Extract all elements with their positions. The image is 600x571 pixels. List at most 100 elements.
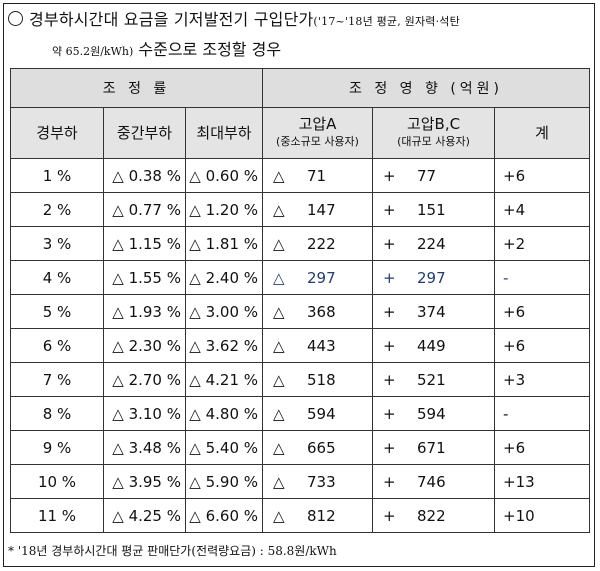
decrease-sign: △ xyxy=(273,302,285,321)
cell-light-load: 7 % xyxy=(10,362,104,397)
hvbc-amount: 594 xyxy=(417,404,446,423)
increase-sign: + xyxy=(383,302,396,321)
cell-light-load: 6 % xyxy=(10,328,104,363)
decrease-sign: △ xyxy=(273,166,285,185)
group-header-rate: 조 정 률 xyxy=(9,68,264,108)
increase-sign: + xyxy=(383,370,396,389)
col-header-hvbc-label: 고압B,C xyxy=(406,115,461,133)
total-value: +6 xyxy=(503,166,526,185)
mid-load-value: △ 1.55 % xyxy=(112,268,181,287)
cell-high-voltage-bc: +822 xyxy=(372,498,496,533)
cell-peak-load: △ 4.21 % xyxy=(184,362,264,397)
cell-high-voltage-a: △ 443 xyxy=(262,328,374,363)
peak-load-value: △ 3.00 % xyxy=(189,302,259,321)
col-header-total: 계 xyxy=(494,107,591,159)
table-column-header-row: 경부하 중간부하 최대부하 고압A (중소규모 사용자) 고압B,C (대규모 … xyxy=(10,107,591,159)
mid-load-value: △ 0.77 % xyxy=(112,200,181,219)
hvbc-amount: 374 xyxy=(417,302,446,321)
increase-sign: + xyxy=(383,404,396,423)
hva-amount: 812 xyxy=(307,506,336,525)
light-load-value: 11 % xyxy=(37,506,77,525)
hva-amount: 147 xyxy=(307,200,336,219)
cell-mid-load: △ 2.30 % xyxy=(103,328,186,363)
decrease-sign: △ xyxy=(273,506,285,525)
mid-load-value: △ 2.70 % xyxy=(112,370,181,389)
peak-load-value: △ 5.90 % xyxy=(189,472,259,491)
total-value: +13 xyxy=(503,472,535,491)
cell-total: +6 xyxy=(494,430,591,465)
hva-amount: 443 xyxy=(307,336,336,355)
cell-high-voltage-bc: +521 xyxy=(372,362,496,397)
light-load-value: 3 % xyxy=(42,234,72,253)
peak-load-value: △ 3.62 % xyxy=(189,336,259,355)
table-row: 1 % △ 0.38 % △ 0.60 % △ 71 +77 +6 xyxy=(10,158,591,193)
increase-sign: + xyxy=(383,472,396,491)
hvbc-amount: 822 xyxy=(417,506,446,525)
cell-high-voltage-a: △ 222 xyxy=(262,226,374,261)
group-header-impact: 조 정 영 향 (억원) xyxy=(262,68,591,108)
table-row: 11 % △ 4.25 % △ 6.60 % △ 812 +822 +10 xyxy=(10,498,591,533)
cell-high-voltage-a: △ 368 xyxy=(262,294,374,329)
increase-sign: + xyxy=(383,438,396,457)
cell-high-voltage-bc: +151 xyxy=(372,192,496,227)
decrease-sign: △ xyxy=(273,438,285,457)
light-load-value: 6 % xyxy=(42,336,72,355)
hva-amount: 368 xyxy=(307,302,336,321)
decrease-sign: △ xyxy=(273,404,285,423)
cell-high-voltage-a: △ 594 xyxy=(262,396,374,431)
cell-mid-load: △ 0.77 % xyxy=(103,192,186,227)
decrease-sign: △ xyxy=(273,336,285,355)
cell-total: +13 xyxy=(494,464,591,499)
cell-mid-load: △ 0.38 % xyxy=(103,158,186,193)
cell-high-voltage-bc: +224 xyxy=(372,226,496,261)
cell-light-load: 8 % xyxy=(10,396,104,431)
cell-high-voltage-a: △ 518 xyxy=(262,362,374,397)
heading-main-text: 경부하시간대 요금을 기저발전기 구입단가 xyxy=(29,10,314,29)
table-row: 8 % △ 3.10 % △ 4.80 % △ 594 +594- xyxy=(10,396,591,431)
mid-load-value: △ 3.10 % xyxy=(112,404,181,423)
heading-price-text: 약 65.2원/kWh) xyxy=(52,45,134,58)
cell-mid-load: △ 3.48 % xyxy=(103,430,186,465)
table-row: 9 % △ 3.48 % △ 5.40 % △ 665 +671 +6 xyxy=(10,430,591,465)
cell-peak-load: △ 3.00 % xyxy=(184,294,264,329)
light-load-value: 1 % xyxy=(42,166,72,185)
cell-mid-load: △ 1.93 % xyxy=(103,294,186,329)
cell-mid-load: △ 1.55 % xyxy=(103,260,186,295)
cell-light-load: 4 % xyxy=(10,260,104,295)
increase-sign: + xyxy=(383,336,396,355)
total-value: +6 xyxy=(503,438,526,457)
cell-total: +2 xyxy=(494,226,591,261)
hvbc-amount: 449 xyxy=(417,336,446,355)
total-value: +6 xyxy=(503,336,526,355)
peak-load-value: △ 1.81 % xyxy=(189,234,259,253)
cell-high-voltage-bc: +594 xyxy=(372,396,496,431)
peak-load-value: △ 1.20 % xyxy=(189,200,259,219)
hvbc-amount: 671 xyxy=(417,438,446,457)
increase-sign: + xyxy=(383,268,396,287)
cell-peak-load: △ 3.62 % xyxy=(184,328,264,363)
mid-load-value: △ 1.15 % xyxy=(112,234,181,253)
peak-load-value: △ 2.40 % xyxy=(189,268,259,287)
light-load-value: 2 % xyxy=(42,200,72,219)
hvbc-amount: 746 xyxy=(417,472,446,491)
decrease-sign: △ xyxy=(273,234,285,253)
col-header-hva-label: 고압A xyxy=(298,115,337,133)
table-row: 10 % △ 3.95 % △ 5.90 % △ 733 +746 +13 xyxy=(10,464,591,499)
total-value: +2 xyxy=(503,234,526,253)
cell-high-voltage-a: △ 147 xyxy=(262,192,374,227)
document-frame xyxy=(3,3,595,567)
cell-mid-load: △ 3.10 % xyxy=(103,396,186,431)
mid-load-value: △ 3.48 % xyxy=(112,438,181,457)
cell-high-voltage-a: △ 665 xyxy=(262,430,374,465)
peak-load-value: △ 5.40 % xyxy=(189,438,259,457)
cell-peak-load: △ 5.90 % xyxy=(184,464,264,499)
heading-line-1: 경부하시간대 요금을 기저발전기 구입단가('17~'18년 평균, 원자력·석… xyxy=(8,6,588,30)
cell-light-load: 11 % xyxy=(10,498,104,533)
cell-total: - xyxy=(494,260,591,295)
heading-note-text: ('17~'18년 평균, 원자력·석탄 xyxy=(313,15,460,28)
total-value: +3 xyxy=(503,370,526,389)
heading-line-2: 약 65.2원/kWh) 수준으로 조정할 경우 xyxy=(52,36,588,60)
increase-sign: + xyxy=(383,166,396,185)
cell-peak-load: △ 6.60 % xyxy=(184,498,264,533)
col-header-light-load: 경부하 xyxy=(10,107,104,159)
